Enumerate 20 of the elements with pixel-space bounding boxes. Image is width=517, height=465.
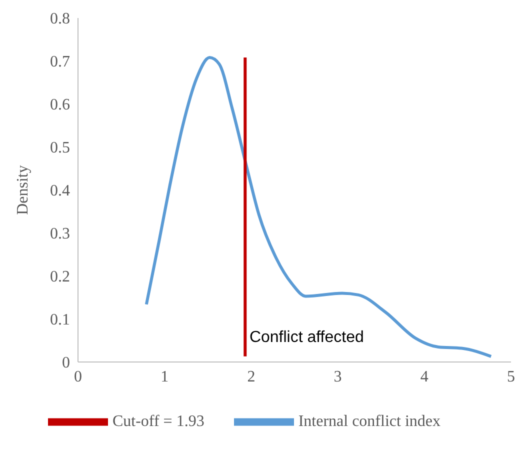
y-tick-label: 0.2 bbox=[50, 268, 70, 286]
y-tick-label: 0.7 bbox=[50, 54, 70, 71]
annotation: Conflict affected bbox=[249, 328, 364, 346]
y-axis-title: Density bbox=[14, 165, 32, 215]
y-tick-label: 0 bbox=[62, 354, 70, 372]
legend-label: Cut-off = 1.93 bbox=[112, 412, 204, 430]
x-tick-label: 3 bbox=[334, 368, 342, 386]
y-tick-label: 0.6 bbox=[50, 96, 70, 114]
x-tick-label: 4 bbox=[420, 368, 428, 386]
y-tick-label: 0.5 bbox=[50, 140, 70, 157]
legend-label: Internal conflict index bbox=[298, 412, 440, 430]
x-tick-label: 0 bbox=[74, 368, 82, 386]
x-tick-label: 5 bbox=[507, 368, 515, 386]
y-tick-label: 0.8 bbox=[50, 10, 70, 28]
x-tick-label: 1 bbox=[160, 368, 169, 386]
y-tick-label: 0.4 bbox=[50, 182, 70, 200]
y-tick-label: 0.3 bbox=[50, 226, 70, 243]
line-series bbox=[144, 56, 493, 358]
x-tick-label: 2 bbox=[247, 368, 256, 386]
y-tick-label: 0.1 bbox=[50, 312, 70, 329]
